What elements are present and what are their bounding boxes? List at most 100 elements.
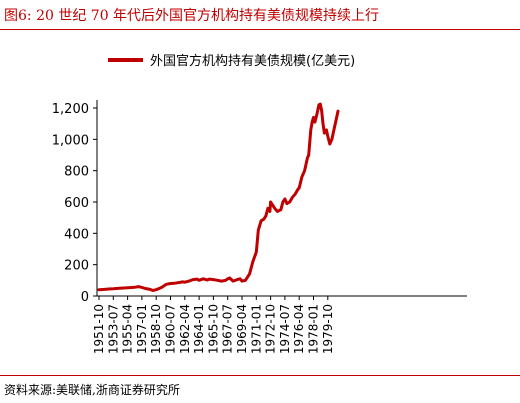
data-point [173,282,176,285]
data-point [283,197,287,201]
data-point [303,169,306,172]
data-point [248,272,251,276]
data-point [336,109,340,113]
x-tick-label: 1974-07 [278,304,292,354]
data-point [285,202,289,205]
data-point [224,279,227,282]
figure-title: 图6: 20 世纪 70 年代后外国官方机构持有美债规模持续上行 [4,8,380,24]
data-point [112,287,115,290]
data-point [191,278,195,281]
data-point [279,208,282,211]
data-point [325,128,328,132]
y-tick-label: 1,000 [52,133,89,148]
data-point [271,203,274,207]
data-point [148,288,152,291]
data-point [160,286,163,289]
data-point [202,277,205,280]
data-point [118,287,121,290]
series-line [97,102,340,292]
data-point [244,279,247,282]
data-point [296,188,299,191]
x-tick-label: 1967-07 [221,304,235,354]
data-point [312,116,315,119]
data-point [257,229,260,232]
data-point [124,286,127,290]
data-point [151,289,154,292]
y-axis: 0 200 400 600 800 1,000 1,200 [52,100,98,305]
line-chart: 外国官方机构持有美债规模(亿美元) 0 200 400 600 800 1,000 1,20… [52,53,467,354]
x-tick-label: 1976-04 [292,304,306,354]
data-point [238,277,242,280]
data-point [298,186,301,190]
chart-legend: 外国官方机构持有美债规模(亿美元) [108,53,355,69]
y-tick-label: 600 [64,196,89,211]
x-tick-label: 1958-10 [149,304,163,354]
x-tick-label: 1957-01 [135,304,149,354]
data-point [307,153,310,157]
data-point [195,277,199,281]
data-point [231,279,235,283]
data-point [103,288,106,291]
legend-label: 外国官方机构持有美债规模(亿美元) [150,53,355,69]
x-tick-label: 1964-01 [192,304,206,354]
data-point [306,156,309,160]
title-divider [0,29,520,30]
x-tick-label: 1960-07 [164,304,178,354]
data-point [169,282,172,285]
data-point [255,250,258,254]
data-point [266,207,270,210]
data-point [288,200,291,204]
y-tick-label: 1,200 [52,102,89,117]
x-tick-label: 1979-10 [321,304,335,354]
x-tick-label: 1971-01 [249,304,263,354]
y-tick-label: 0 [81,290,89,305]
data-point [140,286,144,289]
data-point [126,286,129,289]
data-point [181,280,184,284]
data-point [187,279,191,283]
data-point [276,210,279,213]
data-point [155,288,158,291]
data-point [323,131,326,135]
data-point [165,283,168,286]
data-point [220,279,223,283]
data-point [228,276,231,280]
data-point [313,120,317,124]
data-point [259,219,263,222]
data-point [97,288,101,291]
data-point [269,200,272,204]
data-point [240,279,244,283]
x-tick-label: 1955-04 [121,304,135,354]
data-point [183,281,186,284]
data-point [262,218,265,221]
data-point [300,175,304,179]
x-tick-label: 1953-07 [106,304,120,354]
data-point [268,210,272,213]
data-point [251,260,255,263]
x-tick-label: 1969-04 [235,304,249,354]
data-point [264,214,267,218]
data-point [137,285,140,288]
data-point [281,200,285,204]
source-note: 资料来源:美联储,浙商证券研究所 [4,383,180,397]
x-tick-label: 1951-10 [92,304,106,354]
data-point [293,193,297,196]
data-point [208,277,211,281]
data-point [310,120,314,124]
data-point [319,102,322,106]
data-point [309,128,312,132]
data-point [236,278,239,281]
data-point [212,278,215,281]
data-point [334,119,338,122]
data-point [320,109,323,113]
data-point [332,128,336,132]
data-point [133,286,137,289]
data-point [315,113,319,116]
x-tick-label: 1978-01 [307,304,321,354]
data-point [326,135,329,138]
y-tick-label: 200 [64,259,89,274]
x-tick-label: 1965-10 [206,304,220,354]
data-point [330,138,334,141]
data-point [226,277,229,280]
y-tick-label: 800 [64,165,89,180]
